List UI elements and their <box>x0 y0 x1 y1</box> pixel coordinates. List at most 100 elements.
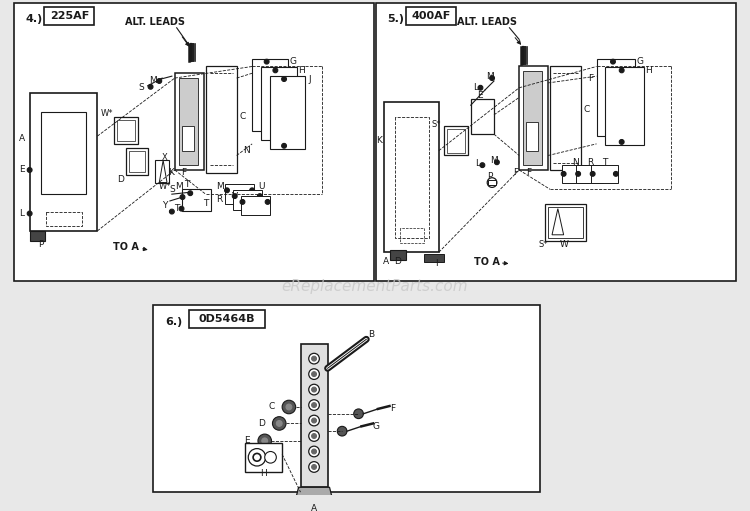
Text: G: G <box>290 57 296 66</box>
Circle shape <box>576 171 580 176</box>
Circle shape <box>282 144 286 148</box>
Circle shape <box>232 194 237 199</box>
Text: 400AF: 400AF <box>412 11 451 21</box>
Bar <box>562 165 589 182</box>
Text: M: M <box>175 182 182 191</box>
Bar <box>225 184 254 204</box>
Circle shape <box>273 68 278 73</box>
Bar <box>523 72 542 165</box>
Circle shape <box>250 188 254 193</box>
Text: G: G <box>637 57 644 66</box>
Text: D: D <box>394 258 400 266</box>
Bar <box>182 190 211 211</box>
Circle shape <box>309 353 320 364</box>
Circle shape <box>309 461 320 472</box>
Polygon shape <box>129 151 145 172</box>
Text: R: R <box>216 195 223 203</box>
Circle shape <box>282 400 296 414</box>
Polygon shape <box>252 59 288 131</box>
Bar <box>406 8 456 25</box>
Polygon shape <box>206 66 237 173</box>
Text: F: F <box>513 169 517 177</box>
Text: A: A <box>19 133 25 143</box>
Text: 4.): 4.) <box>26 14 43 24</box>
Circle shape <box>257 194 262 199</box>
Text: H: H <box>260 469 267 478</box>
Text: ALT. LEADS: ALT. LEADS <box>125 17 185 27</box>
Circle shape <box>312 356 316 361</box>
Circle shape <box>338 426 347 436</box>
Text: A: A <box>311 504 317 511</box>
Circle shape <box>488 178 497 188</box>
Text: S*: S* <box>538 240 548 249</box>
Circle shape <box>599 171 604 176</box>
Circle shape <box>561 171 566 176</box>
Text: H: H <box>646 66 652 75</box>
Text: L: L <box>20 209 25 218</box>
Circle shape <box>170 209 174 214</box>
Text: H: H <box>298 66 304 75</box>
Polygon shape <box>384 102 439 252</box>
Circle shape <box>614 171 618 176</box>
Circle shape <box>309 384 320 395</box>
Polygon shape <box>155 160 169 182</box>
Circle shape <box>27 211 32 216</box>
Circle shape <box>309 400 320 410</box>
Circle shape <box>494 160 500 165</box>
Text: F: F <box>526 169 532 177</box>
Circle shape <box>224 188 230 193</box>
Polygon shape <box>596 59 635 136</box>
Text: F: F <box>181 169 186 177</box>
Circle shape <box>354 409 364 419</box>
Polygon shape <box>41 112 86 194</box>
Text: B: B <box>368 330 374 339</box>
Text: C: C <box>584 105 590 113</box>
Circle shape <box>276 421 282 426</box>
Polygon shape <box>114 117 138 144</box>
Text: F: F <box>390 404 395 413</box>
Text: C: C <box>239 112 245 121</box>
Text: G: G <box>373 422 380 431</box>
Text: S: S <box>169 185 175 194</box>
Text: Y: Y <box>163 201 168 211</box>
Text: M: M <box>486 72 494 81</box>
Circle shape <box>480 162 484 168</box>
Circle shape <box>610 131 616 135</box>
Polygon shape <box>127 148 148 175</box>
Text: S*: S* <box>431 120 441 129</box>
Text: C: C <box>268 403 274 411</box>
Polygon shape <box>519 66 548 170</box>
Circle shape <box>248 449 266 466</box>
Text: P: P <box>488 172 493 181</box>
Bar <box>245 443 282 472</box>
Bar <box>526 122 538 151</box>
Text: J: J <box>309 75 311 84</box>
Circle shape <box>309 431 320 442</box>
Polygon shape <box>446 129 465 153</box>
Text: W*: W* <box>100 109 113 119</box>
Text: ALT. LEADS: ALT. LEADS <box>458 17 518 27</box>
Circle shape <box>157 79 162 83</box>
Circle shape <box>264 126 269 131</box>
Bar <box>178 78 198 165</box>
Bar <box>189 310 265 328</box>
Circle shape <box>309 369 320 380</box>
Bar <box>301 344 328 487</box>
Text: E: E <box>477 91 482 100</box>
Circle shape <box>312 403 316 407</box>
Text: U: U <box>259 182 265 191</box>
Text: TO A: TO A <box>474 257 500 267</box>
Text: N: N <box>243 146 250 155</box>
Bar <box>232 190 262 210</box>
Circle shape <box>309 415 320 426</box>
Circle shape <box>478 85 483 90</box>
Bar <box>241 196 269 216</box>
Circle shape <box>312 464 316 470</box>
Circle shape <box>240 199 245 204</box>
Text: D: D <box>259 419 266 428</box>
Bar <box>576 165 603 182</box>
Text: A: A <box>382 258 388 266</box>
Polygon shape <box>444 126 468 155</box>
Circle shape <box>309 446 320 457</box>
Text: R: R <box>586 158 593 167</box>
